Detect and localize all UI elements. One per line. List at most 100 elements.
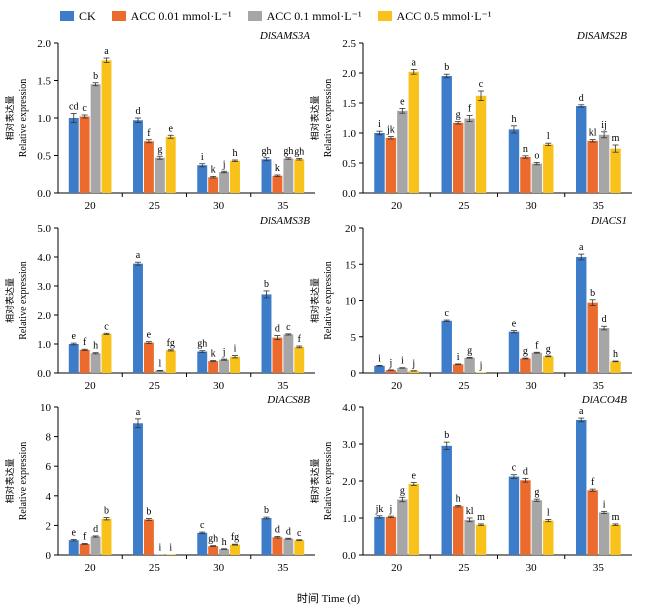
chart-title: DlACS8B xyxy=(266,394,310,406)
data-label: i xyxy=(158,542,161,553)
bar xyxy=(520,157,531,193)
y-tick-label: 1.5 xyxy=(37,76,51,88)
bar xyxy=(294,540,305,555)
bar xyxy=(520,358,531,373)
y-tick-label: 0.0 xyxy=(37,368,51,380)
chart-title: DlSAMS2B xyxy=(576,30,627,42)
data-label: b xyxy=(444,430,449,441)
bar xyxy=(508,129,520,193)
bar xyxy=(452,122,464,193)
data-label: a xyxy=(412,57,417,68)
data-label: fg xyxy=(167,338,175,349)
y-tick-label: 2 xyxy=(46,520,52,532)
data-label: e xyxy=(147,330,152,341)
y-tick-label: 0 xyxy=(351,368,357,380)
data-label: h xyxy=(233,148,238,159)
x-tick-label: 20 xyxy=(85,200,97,212)
bar xyxy=(598,512,610,555)
legend-label: CK xyxy=(79,8,96,23)
y-axis-label-cn: 相对表达量 xyxy=(4,458,15,503)
bar xyxy=(90,353,101,373)
y-tick-label: 0.0 xyxy=(342,550,356,562)
data-label: i xyxy=(201,152,204,163)
data-label: e xyxy=(512,319,517,330)
y-axis-label-cn: 相对表达量 xyxy=(309,95,320,140)
bar xyxy=(283,538,294,555)
x-tick-label: 35 xyxy=(277,562,289,574)
data-label: c xyxy=(82,103,87,114)
data-label: k xyxy=(211,165,216,176)
bar xyxy=(261,294,272,373)
bar xyxy=(452,364,464,373)
data-label: c xyxy=(297,528,302,539)
bar xyxy=(133,423,143,555)
data-label: h xyxy=(511,114,516,125)
data-label: c xyxy=(286,322,291,333)
chart-title: DlSAMS3A xyxy=(259,30,310,42)
data-label: j xyxy=(411,359,415,370)
data-label: j xyxy=(222,159,226,170)
data-label: o xyxy=(534,150,539,161)
x-tick-label: 30 xyxy=(213,380,225,392)
y-tick-label: 2.0 xyxy=(37,310,51,322)
data-label: j xyxy=(222,347,226,358)
y-tick-label: 15 xyxy=(345,259,357,271)
x-tick-label: 20 xyxy=(85,380,97,392)
bar xyxy=(464,118,475,193)
bar xyxy=(165,136,176,193)
bar xyxy=(154,554,165,555)
bar xyxy=(543,356,554,373)
bar xyxy=(219,359,230,373)
y-axis-label: Relative expression xyxy=(18,261,29,340)
data-label: i xyxy=(378,119,381,130)
x-tick-label: 25 xyxy=(458,200,470,212)
bar xyxy=(441,320,452,373)
bar xyxy=(165,350,176,373)
data-label: h xyxy=(456,493,461,504)
bar xyxy=(475,372,487,373)
data-label: g xyxy=(534,487,539,498)
data-label: c xyxy=(479,79,484,90)
bar xyxy=(90,84,101,193)
bar xyxy=(385,137,397,193)
data-label: d xyxy=(579,93,584,104)
y-tick-label: 10 xyxy=(40,402,52,414)
y-tick-label: 5 xyxy=(351,332,357,344)
bar xyxy=(261,518,272,555)
bar xyxy=(452,506,464,555)
y-axis-label: Relative expression xyxy=(323,442,334,521)
bar xyxy=(272,537,283,555)
data-label: d xyxy=(93,524,98,535)
data-label: g xyxy=(456,110,461,121)
bar xyxy=(79,543,90,555)
bar xyxy=(197,351,208,373)
bar xyxy=(397,367,408,373)
bar xyxy=(101,518,112,555)
bar xyxy=(531,352,543,373)
y-tick-label: 3.0 xyxy=(37,281,51,293)
bar xyxy=(385,516,397,555)
data-label: l xyxy=(547,131,550,142)
data-label: a xyxy=(104,46,109,57)
data-label: e xyxy=(169,123,174,134)
bar xyxy=(531,500,543,555)
data-label: fg xyxy=(231,532,239,543)
x-tick-label: 25 xyxy=(149,200,161,212)
y-tick-label: 1.0 xyxy=(37,113,51,125)
data-label: kl xyxy=(466,506,474,517)
data-label: i xyxy=(378,353,381,364)
bar xyxy=(283,158,294,193)
bar xyxy=(587,490,598,555)
y-tick-label: 0 xyxy=(46,550,52,562)
legend-label: ACC 0.1 mmol·L⁻¹ xyxy=(266,8,362,23)
data-label: d xyxy=(275,525,280,536)
bar xyxy=(68,118,79,193)
bar xyxy=(261,159,272,193)
data-label: cd xyxy=(69,102,78,113)
data-label: j xyxy=(389,504,393,515)
legend-label: ACC 0.5 mmol·L⁻¹ xyxy=(396,8,492,23)
bar xyxy=(397,110,408,193)
data-label: j xyxy=(479,360,483,371)
y-tick-label: 6 xyxy=(46,461,52,473)
bar xyxy=(143,519,154,555)
